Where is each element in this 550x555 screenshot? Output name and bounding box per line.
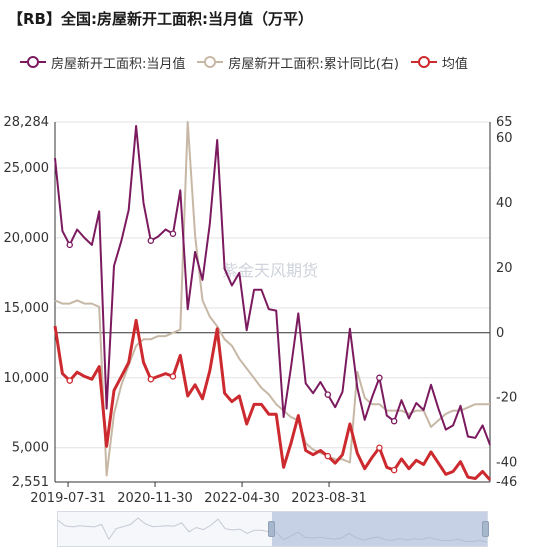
- series-monthly-line: [54, 125, 491, 446]
- y-right-tick-label: 40: [496, 196, 513, 211]
- mean-point-marker: [169, 373, 177, 380]
- legend-marker-mean-icon: [410, 56, 437, 68]
- y-right-tick-label: 20: [496, 261, 513, 276]
- legend-marker-yoy-icon: [197, 56, 224, 68]
- monthly-point-marker: [169, 230, 177, 237]
- y-left-tick-label: 5,000: [12, 441, 49, 456]
- watermark: 紫金天风期货: [222, 261, 318, 280]
- monthly-point-marker: [324, 391, 332, 398]
- tick-labels: 2,551 5,000 10,000 15,000 20,000 25,000 28,284…: [4, 115, 518, 506]
- series-yoy-line: [54, 121, 490, 477]
- monthly-point-marker: [66, 241, 73, 249]
- series-lines: [53, 121, 492, 481]
- y-left-tick-label: 10,000: [4, 371, 50, 386]
- legend-item-mean[interactable]: 均值: [410, 53, 468, 72]
- legend-item-yoy[interactable]: 房屋新开工面积:累计同比(右): [197, 53, 399, 72]
- mean-point-marker: [324, 452, 332, 460]
- chart-title: 【RB】全国:房屋新开工面积:当月值（万平）: [8, 10, 313, 28]
- y-right-tick-label: -46: [496, 475, 517, 490]
- legend-item-monthly[interactable]: 房屋新开工面积:当月值: [20, 53, 185, 72]
- y-left-tick-label: 20,000: [4, 231, 50, 246]
- y-left-tick-label: 25,000: [4, 161, 50, 176]
- legend-label-monthly: 房屋新开工面积:当月值: [51, 56, 186, 72]
- monthly-point-marker: [376, 374, 383, 382]
- x-tick-label: 2022-04-30: [204, 491, 280, 506]
- y-left-tick-label: 2,551: [12, 475, 49, 490]
- x-tick-label: 2019-07-31: [30, 491, 106, 506]
- zoom-slider[interactable]: [57, 511, 489, 547]
- mean-point-marker: [376, 444, 383, 451]
- y-right-tick-label: -20: [496, 391, 517, 406]
- legend-label-mean: 均值: [441, 56, 468, 72]
- legend: 房屋新开工面积:当月值 房屋新开工面积:累计同比(右) 均值: [20, 52, 480, 72]
- mean-point-marker: [147, 375, 155, 383]
- x-tick-label: 2020-11-30: [117, 491, 193, 506]
- monthly-point-marker: [147, 237, 155, 244]
- zoom-handle-right[interactable]: [482, 521, 489, 537]
- y-right-tick-label: 60: [496, 131, 513, 146]
- zoom-handle-left[interactable]: [268, 521, 275, 537]
- y-right-tick-label: 0: [496, 326, 504, 341]
- series-mean-line: [53, 318, 492, 481]
- y-right-tick-label: -40: [496, 456, 517, 471]
- chart-canvas: 紫金天风期货 2,551 5,000 10,000 15,000 20,000 25,00…: [4, 115, 518, 506]
- y-left-tick-label: 28,284: [4, 115, 50, 130]
- legend-marker-monthly-icon: [20, 56, 46, 68]
- grid-lines: [55, 121, 490, 483]
- mean-point-marker: [390, 466, 398, 474]
- axes: [54, 122, 491, 487]
- legend-label-yoy: 房屋新开工面积:累计同比(右): [228, 56, 399, 72]
- zoom-selection[interactable]: [272, 512, 487, 546]
- x-tick-label: 2023-08-31: [291, 491, 367, 506]
- y-right-tick-label: 65: [496, 115, 513, 130]
- monthly-point-marker: [390, 417, 398, 425]
- mean-point-marker: [66, 377, 73, 384]
- y-left-tick-label: 15,000: [4, 301, 50, 316]
